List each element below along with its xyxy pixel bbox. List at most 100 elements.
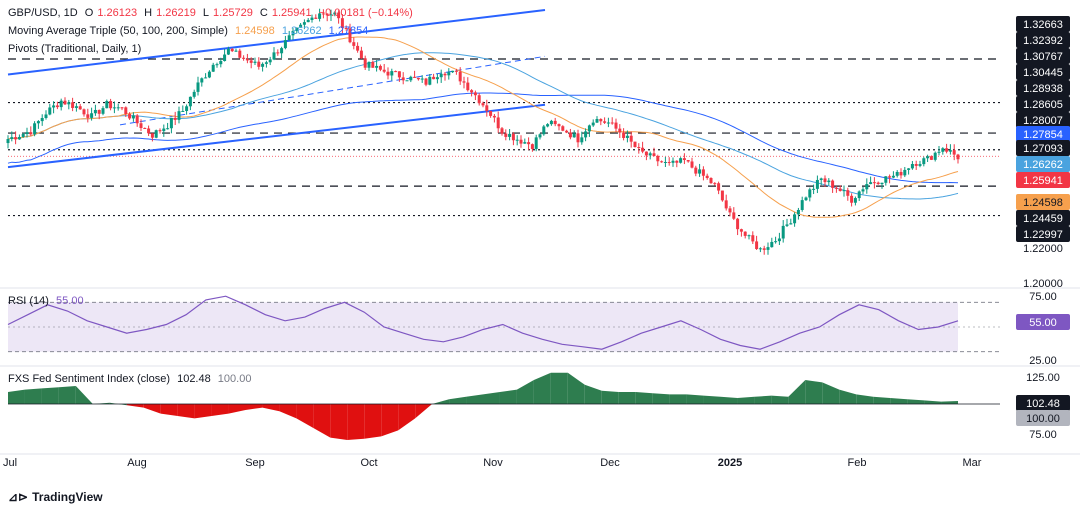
candle-up — [671, 160, 675, 163]
fxs-area-positive — [652, 393, 670, 404]
candle-up — [451, 70, 455, 73]
candle-up — [534, 137, 538, 149]
candle-up — [177, 111, 181, 120]
candle-up — [777, 238, 781, 242]
candle-up — [428, 76, 432, 85]
fxs-area-positive — [618, 392, 636, 404]
candle-down — [705, 175, 709, 179]
candle-up — [93, 109, 97, 114]
candle-down — [321, 13, 325, 15]
candle-up — [200, 78, 204, 83]
candle-down — [629, 135, 633, 142]
fxs-area-positive — [432, 399, 450, 404]
candle-down — [135, 115, 139, 124]
price-tick: 1.22997 — [1016, 226, 1070, 242]
candle-down — [831, 180, 835, 188]
fxs-tick-label: 125.00 — [1026, 372, 1060, 384]
candle-up — [318, 13, 322, 19]
candle-down — [489, 110, 493, 116]
candle-up — [538, 134, 542, 138]
candle-down — [55, 105, 59, 108]
candle-up — [515, 139, 519, 141]
candle-up — [815, 179, 819, 189]
candle-down — [553, 120, 557, 125]
candle-up — [663, 161, 667, 163]
candle-down — [519, 139, 523, 144]
candle-down — [530, 144, 534, 149]
candle-down — [337, 12, 341, 19]
fxs-area-negative — [194, 404, 212, 419]
fxs-area-positive — [584, 384, 602, 404]
candle-down — [466, 82, 470, 91]
candle-up — [439, 73, 443, 78]
candle-down — [359, 50, 363, 59]
candle-down — [568, 132, 572, 138]
candle-up — [185, 106, 189, 111]
candle-down — [914, 164, 918, 166]
candle-up — [918, 164, 922, 166]
candle-up — [907, 168, 911, 170]
price-tick-label: 1.24459 — [1023, 213, 1063, 225]
fxs-area-positive — [907, 399, 925, 404]
fxs-tick: 100.00 — [1016, 410, 1070, 426]
candle-up — [112, 107, 116, 109]
candle-up — [884, 176, 888, 183]
candle-up — [162, 128, 166, 132]
fxs-area-negative — [364, 404, 382, 439]
fxs-area-negative — [415, 404, 433, 419]
candle-down — [124, 107, 128, 115]
candle-down — [173, 117, 177, 120]
candle-up — [922, 158, 926, 165]
candle-down — [150, 133, 154, 138]
candle-down — [473, 92, 477, 96]
ma200-line — [7, 92, 959, 184]
candle-down — [477, 95, 481, 104]
fxs-area-positive — [873, 396, 891, 404]
candle-up — [6, 139, 10, 144]
candle-down — [492, 115, 496, 118]
candle-up — [268, 59, 272, 63]
price-tick-bg — [1016, 126, 1070, 142]
high-value: 1.26219 — [156, 7, 196, 19]
fxs-tick-label: 102.48 — [1026, 398, 1060, 410]
price-tick: 1.32663 — [1016, 16, 1070, 32]
rsi-legend: RSI (14) 55.00 — [8, 294, 88, 309]
fxs-legend: FXS Fed Sentiment Index (close) 102.48 1… — [8, 372, 255, 387]
candle-up — [880, 182, 884, 185]
fxs-area-positive — [737, 396, 755, 404]
candle-up — [33, 123, 37, 135]
candle-down — [128, 114, 132, 119]
fxs-area-positive — [41, 387, 59, 404]
time-tick-label: Feb — [848, 457, 867, 469]
candle-up — [606, 122, 610, 124]
price-legend: GBP/USD, 1D O 1.26123 H 1.26219 L 1.25729 C… — [8, 6, 417, 21]
price-tick-bg — [1016, 96, 1070, 112]
candle-up — [793, 214, 797, 224]
candle-up — [595, 118, 599, 123]
candle-up — [196, 82, 200, 92]
open-label: O — [84, 7, 94, 19]
price-tick: 1.25941 — [1016, 172, 1070, 188]
candle-up — [367, 61, 371, 68]
rsi-line — [7, 295, 959, 350]
price-tick-label: 1.24598 — [1023, 197, 1063, 209]
candle-down — [618, 128, 622, 133]
fxs-area-negative — [398, 404, 416, 431]
price-tick: 1.24598 — [1016, 194, 1070, 210]
candle-up — [857, 191, 861, 199]
fxs-tick: 102.48 — [1016, 395, 1070, 411]
tradingview-logo[interactable]: ⊿⊳ TradingView — [8, 490, 103, 504]
candle-up — [10, 137, 14, 140]
candle-up — [105, 101, 109, 109]
fxs-area-positive — [839, 389, 857, 404]
candle-down — [356, 45, 360, 51]
candle-up — [781, 225, 785, 239]
candle-up — [25, 132, 29, 135]
price-tick: 1.28605 — [1016, 96, 1070, 112]
fxs-area-negative — [160, 404, 178, 416]
candle-up — [67, 102, 71, 105]
candle-down — [249, 60, 253, 63]
rsi-tick-label: 55.00 — [1029, 317, 1057, 329]
candle-down — [511, 133, 515, 141]
fxs-area-negative — [211, 404, 229, 416]
